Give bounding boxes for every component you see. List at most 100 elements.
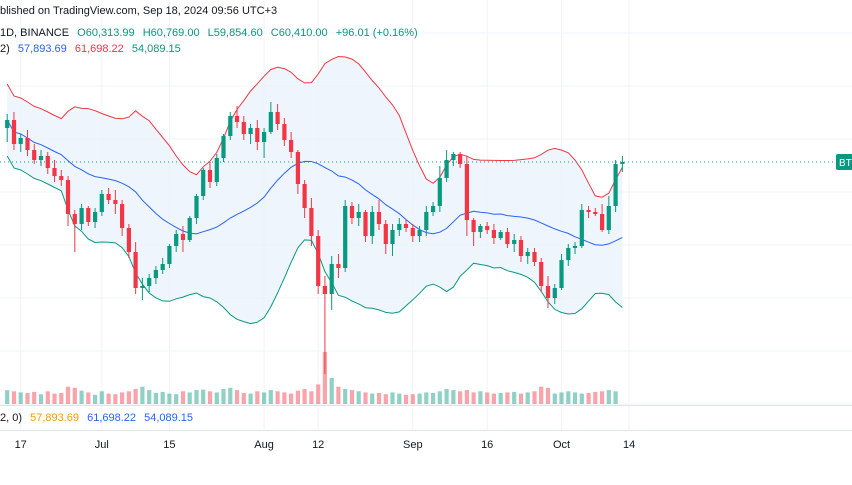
candle[interactable] <box>275 104 280 130</box>
candle[interactable] <box>593 208 598 216</box>
candle[interactable] <box>316 230 321 294</box>
candle[interactable] <box>471 218 476 246</box>
candle[interactable] <box>431 202 436 216</box>
candle[interactable] <box>525 248 530 264</box>
candle[interactable] <box>559 254 564 290</box>
candle[interactable] <box>566 244 571 266</box>
candle[interactable] <box>93 208 98 228</box>
candle[interactable] <box>133 242 138 294</box>
candle[interactable] <box>532 248 537 266</box>
candle[interactable] <box>153 266 158 284</box>
candle[interactable] <box>140 278 145 300</box>
candle[interactable] <box>302 180 307 218</box>
candle[interactable] <box>59 170 64 186</box>
candle[interactable] <box>113 190 118 214</box>
candle[interactable] <box>363 210 368 242</box>
candle[interactable] <box>370 206 375 244</box>
candle[interactable] <box>403 220 409 232</box>
candle[interactable] <box>485 222 490 234</box>
candles[interactable] <box>5 102 625 374</box>
candle[interactable] <box>586 206 591 218</box>
candle[interactable] <box>65 176 71 226</box>
candle[interactable] <box>38 150 44 166</box>
candle[interactable] <box>552 284 557 304</box>
candle[interactable] <box>241 116 246 140</box>
candle[interactable] <box>160 258 165 274</box>
candle[interactable] <box>376 200 382 230</box>
candle[interactable] <box>417 226 422 242</box>
candle[interactable] <box>79 204 84 230</box>
candle[interactable] <box>194 194 199 224</box>
candle[interactable] <box>25 130 30 156</box>
ohlc-legend[interactable]: 1D, BINANCE O60,313.99 H60,769.00 L59,85… <box>0 27 423 39</box>
candle[interactable] <box>207 162 213 188</box>
candle[interactable] <box>322 276 327 374</box>
candle[interactable] <box>545 276 551 308</box>
candle[interactable] <box>221 134 226 162</box>
candle[interactable] <box>86 206 91 226</box>
candle[interactable] <box>390 224 395 256</box>
candle[interactable] <box>289 132 294 158</box>
candle-body <box>606 206 611 230</box>
candle[interactable] <box>512 234 517 252</box>
candle[interactable] <box>147 274 152 292</box>
candle[interactable] <box>52 160 57 182</box>
candle[interactable] <box>424 206 429 236</box>
candle[interactable] <box>498 230 503 240</box>
candle[interactable] <box>478 224 483 238</box>
candle[interactable] <box>126 224 131 258</box>
candle[interactable] <box>309 198 314 246</box>
volume-legend[interactable]: 2, 0) 57,893.69 61,698.22 54,089.15 <box>0 412 198 424</box>
candle[interactable] <box>349 202 355 224</box>
candle[interactable] <box>572 242 578 254</box>
candle[interactable] <box>491 224 496 244</box>
candle[interactable] <box>397 218 402 236</box>
candle[interactable] <box>268 102 273 134</box>
volume-bar <box>444 389 449 404</box>
candle[interactable] <box>174 230 179 252</box>
candle[interactable] <box>120 200 125 236</box>
candle[interactable] <box>606 196 611 234</box>
candle[interactable] <box>336 254 341 278</box>
candle[interactable] <box>11 112 17 150</box>
candle[interactable] <box>248 124 253 144</box>
candle[interactable] <box>464 156 469 236</box>
candle[interactable] <box>600 204 605 232</box>
candle[interactable] <box>228 112 233 140</box>
candle[interactable] <box>5 114 10 142</box>
candle[interactable] <box>458 152 463 168</box>
candle[interactable] <box>214 154 219 186</box>
candle[interactable] <box>255 120 260 150</box>
candle[interactable] <box>32 144 37 164</box>
candle[interactable] <box>262 128 267 158</box>
candle[interactable] <box>579 204 584 248</box>
price-tag[interactable]: BT <box>836 154 852 170</box>
candle[interactable] <box>410 224 415 242</box>
candle[interactable] <box>106 188 111 204</box>
candle[interactable] <box>45 152 50 174</box>
candle[interactable] <box>234 106 240 128</box>
candle[interactable] <box>329 256 334 310</box>
candle[interactable] <box>282 118 287 146</box>
candle[interactable] <box>383 220 388 254</box>
candle[interactable] <box>613 160 618 212</box>
candle[interactable] <box>620 156 625 172</box>
candle[interactable] <box>295 150 300 194</box>
candle[interactable] <box>539 258 544 292</box>
candle[interactable] <box>356 204 361 226</box>
candle[interactable] <box>99 190 104 216</box>
candle[interactable] <box>167 244 172 268</box>
candle[interactable] <box>451 152 456 166</box>
candle[interactable] <box>187 216 192 242</box>
candle[interactable] <box>437 166 442 212</box>
candle[interactable] <box>343 200 348 272</box>
candle[interactable] <box>180 226 186 252</box>
bollinger-legend[interactable]: 2) 57,893.69 61,698.22 54,089.15 <box>0 43 186 55</box>
candle[interactable] <box>201 168 206 200</box>
candle[interactable] <box>505 228 510 248</box>
candle[interactable] <box>444 150 449 182</box>
candle[interactable] <box>18 134 23 152</box>
candle[interactable] <box>72 210 77 252</box>
candle[interactable] <box>518 236 524 262</box>
